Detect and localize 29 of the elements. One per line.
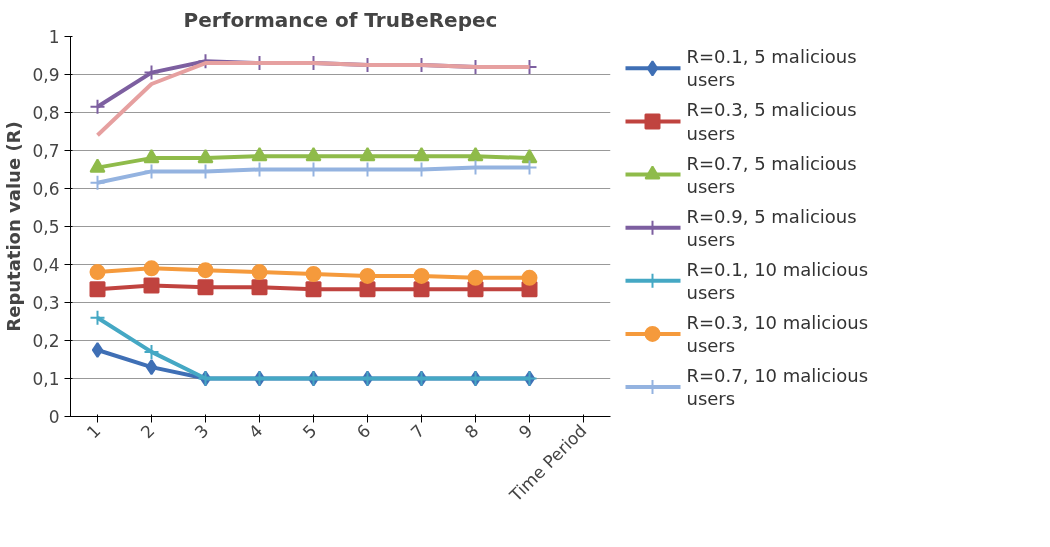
y-tick-label: 0,7 [32, 141, 60, 161]
x-tick-label: 1 [82, 420, 105, 443]
x-tick-label: 5 [298, 420, 321, 443]
legend-label: R=0.7, 10 malicious users [686, 364, 869, 410]
y-tick-label: 0,3 [32, 293, 60, 313]
chart-title: Performance of TruBeRepec [183, 7, 498, 32]
y-tick-label: 0,9 [32, 65, 60, 85]
y-axis-title: Reputation value (R) [3, 121, 25, 332]
y-tick-label: 0,6 [32, 179, 60, 199]
x-tick-label: 4 [244, 420, 267, 443]
x-tick-label: 2 [136, 420, 159, 443]
x-tick-label: 3 [190, 420, 213, 443]
y-tick-label: 0 [48, 407, 60, 427]
y-tick-label: 0,8 [32, 103, 60, 123]
legend-label: R=0.7, 5 malicious users [686, 152, 857, 197]
legend-label: R=0.9, 5 malicious users [686, 205, 857, 250]
legend-label: R=0.1, 10 malicious users [686, 258, 869, 303]
x-tick-label: 7 [406, 420, 429, 443]
y-tick-label: 0,1 [32, 369, 60, 389]
y-tick-label: 0,2 [32, 331, 60, 351]
legend-label: R=0.3, 10 malicious users [686, 311, 869, 356]
x-tick-label: 6 [352, 420, 375, 443]
x-tick-label: 8 [460, 420, 483, 443]
y-tick-label: 1 [48, 27, 60, 47]
y-tick-label: 0,5 [32, 217, 60, 237]
legend-label: R=0.1, 5 malicious users [686, 46, 857, 91]
legend-label: R=0.3, 5 malicious users [686, 99, 857, 144]
y-tick-label: 0,4 [32, 255, 60, 275]
x-tick-label: 9 [514, 420, 537, 443]
